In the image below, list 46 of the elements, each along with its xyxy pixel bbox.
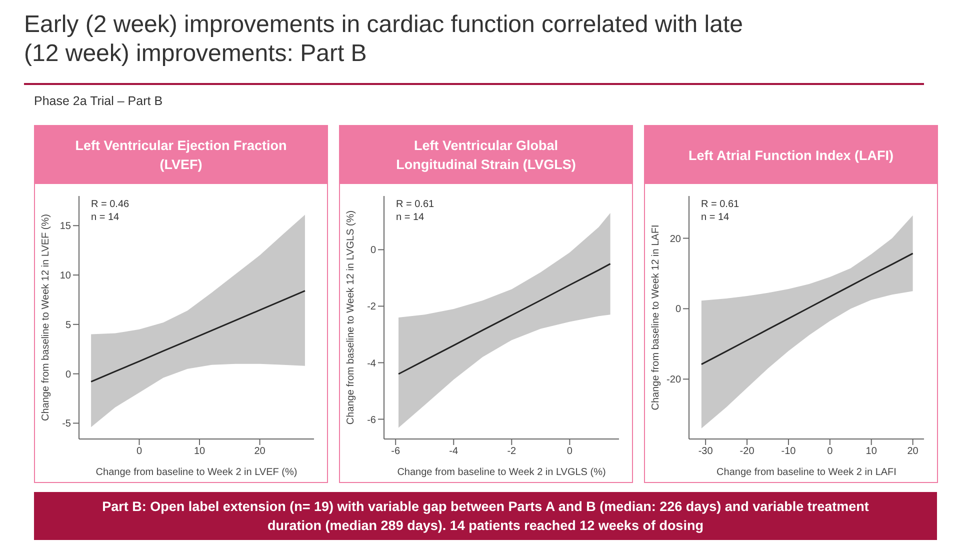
annotation: n = 14 <box>396 211 426 224</box>
chart-title: Left Ventricular Global Longitudinal Strain (LVGLS) <box>340 126 632 184</box>
text: Phase 2a Trial – Part B <box>34 94 163 108</box>
y-tick-label: 10 <box>60 270 72 282</box>
x-tick-label: 20 <box>254 446 266 458</box>
y-tick-label: 0 <box>370 245 376 256</box>
x-tick-label: -30 <box>698 446 714 458</box>
y-tick-label: -5 <box>62 418 72 430</box>
y-axis-title: Change from baseline to Week 12 in LAFI <box>650 224 662 410</box>
y-tick-label: 15 <box>60 221 72 232</box>
y-tick-label: -4 <box>367 358 376 370</box>
y-axis-title: Change from baseline to Week 12 in LVGLS (%) <box>346 210 357 425</box>
annotation: n = 14 <box>91 211 120 224</box>
annotation: R = 0.46 <box>91 198 130 211</box>
x-tick-label: -2 <box>507 446 517 458</box>
chart-title: Left Atrial Function Index (LAFI) <box>645 126 937 184</box>
annotation: R = 0.61 <box>396 198 434 211</box>
y-tick-label: 0 <box>675 304 682 316</box>
x-tick-label: 20 <box>907 446 919 458</box>
y-axis-title: Change from baseline to Week 12 in LVEF (%) <box>40 214 52 421</box>
y-tick-label: 5 <box>65 320 72 331</box>
text: Part B: Open label extension (n= 19) with variable gap between Parts A and B (median: 226 days) and variable treatment duration (median 289 days). 14 patients reached 12 weeks of dosing <box>34 492 937 540</box>
annotation: R = 0.61 <box>701 198 740 211</box>
x-tick-label: 0 <box>136 446 142 458</box>
x-axis-title: Change from baseline to Week 2 in LAFI <box>716 467 896 478</box>
x-axis-title: Change from baseline to Week 2 in LVGLS (%) <box>397 467 606 478</box>
line-series <box>398 263 612 375</box>
line-series <box>700 252 914 366</box>
x-axis-title: Change from baseline to Week 2 in LVEF (%) <box>96 467 298 478</box>
annotation: n = 14 <box>701 211 730 224</box>
y-tick-label: -20 <box>666 374 682 386</box>
y-tick-label: 20 <box>670 234 682 245</box>
chart-title: Left Ventricular Ejection Fraction (LVEF) <box>35 126 327 184</box>
x-tick-label: -4 <box>449 446 459 458</box>
x-tick-label: -20 <box>740 446 755 458</box>
text: Early (2 week) improvements in cardiac function correlated with late (12 week) improvements: Part B <box>24 10 744 68</box>
x-tick-label: 0 <box>827 446 834 458</box>
y-tick-label: 0 <box>65 369 72 380</box>
x-tick-label: -10 <box>781 446 796 458</box>
x-tick-label: 10 <box>194 446 206 458</box>
x-tick-label: 10 <box>866 446 878 458</box>
x-tick-label: 0 <box>566 446 573 458</box>
y-tick-label: -2 <box>367 302 376 313</box>
y-tick-label: -6 <box>367 414 376 426</box>
line-series <box>90 290 306 382</box>
x-tick-label: -6 <box>391 446 400 458</box>
